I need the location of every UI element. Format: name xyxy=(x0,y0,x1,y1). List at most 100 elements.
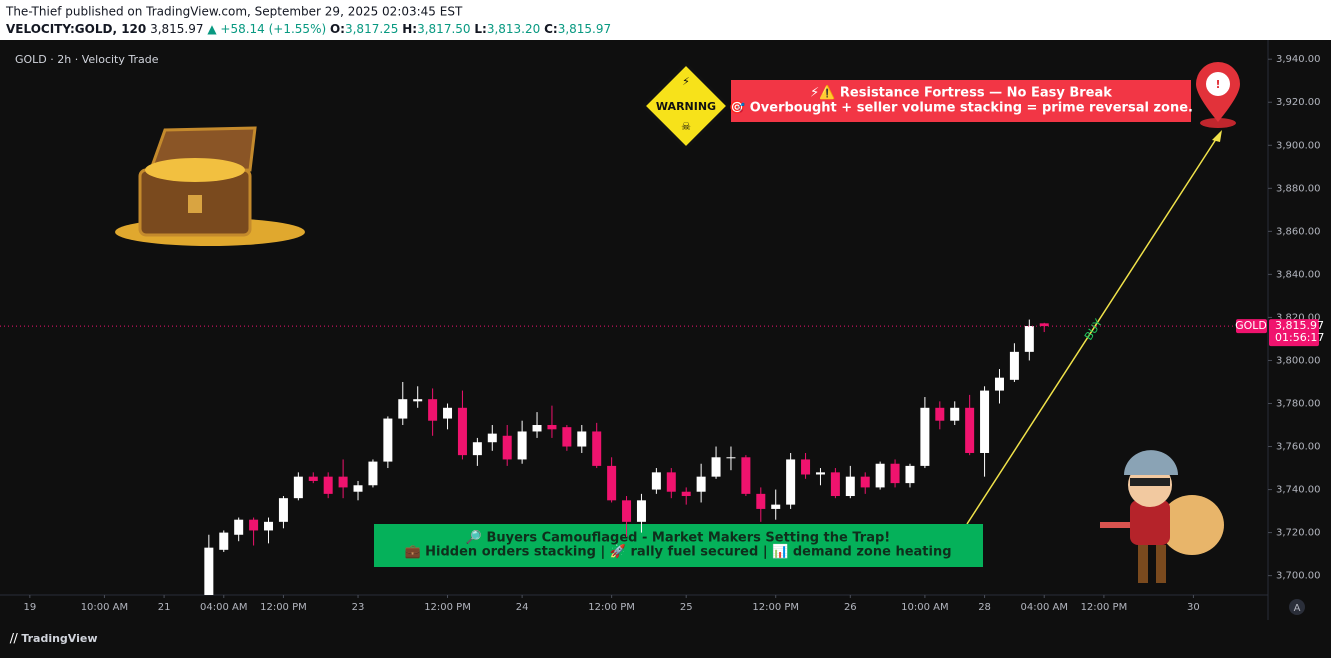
candle-body xyxy=(950,407,960,421)
candle-body xyxy=(547,425,557,430)
svg-text:⚡: ⚡ xyxy=(682,75,690,88)
candle-body xyxy=(443,407,453,419)
candle-body xyxy=(890,463,900,484)
candle-body xyxy=(920,407,930,466)
h-label: H: xyxy=(402,22,417,36)
symbol: VELOCITY:GOLD, 120 xyxy=(6,22,146,36)
l: 3,813.20 xyxy=(487,22,540,36)
x-tick-label: 12:00 PM xyxy=(424,602,471,613)
y-tick-label: 3,920.00 xyxy=(1276,97,1321,108)
buy-arrow xyxy=(966,132,1221,525)
x-tick-label: 12:00 PM xyxy=(260,602,307,613)
candle-body xyxy=(308,476,318,481)
candle-body xyxy=(622,500,632,522)
target-pin: ! xyxy=(1196,62,1240,128)
candle-body xyxy=(532,425,542,432)
candle-body xyxy=(965,407,975,453)
candle-body xyxy=(517,431,527,460)
y-tick-label: 3,860.00 xyxy=(1276,226,1321,237)
x-tick-label: 10:00 AM xyxy=(901,602,948,613)
publisher: The-Thief published on TradingView.com, … xyxy=(5,5,463,19)
candle-body xyxy=(398,399,408,419)
candle-body xyxy=(383,418,393,462)
chart-title: GOLD · 2h · Velocity Trade xyxy=(15,53,159,66)
candle-body xyxy=(636,500,646,522)
arrow-head xyxy=(1212,130,1222,142)
resistance-text: 🎯 Overbought + seller volume stacking = … xyxy=(729,100,1193,116)
last: 3,815.97 xyxy=(150,22,203,36)
svg-text:!: ! xyxy=(1215,78,1220,91)
symbol-tag-bg xyxy=(1236,319,1267,334)
y-tick-label: 3,880.00 xyxy=(1276,183,1321,194)
x-tick-label: 04:00 AM xyxy=(200,602,247,613)
candle-body xyxy=(651,472,661,490)
y-tick-label: 3,700.00 xyxy=(1276,571,1321,582)
change: ▲ +58.14 (+1.55%) xyxy=(207,22,326,36)
candle-body xyxy=(577,431,587,447)
x-tick-label: 28 xyxy=(978,602,991,613)
candle-body xyxy=(264,521,274,531)
candle-body xyxy=(249,519,259,531)
auto-scale-label[interactable]: A xyxy=(1294,603,1301,614)
c-label: C: xyxy=(544,22,558,36)
candle-body xyxy=(875,463,885,488)
treasure-illustration xyxy=(115,126,305,246)
last-price-label: 3,815.97 xyxy=(1275,319,1324,332)
c: 3,815.97 xyxy=(558,22,611,36)
thief-illustration xyxy=(1100,450,1224,583)
candle-body xyxy=(368,461,378,486)
y-tick-label: 3,940.00 xyxy=(1276,54,1321,65)
x-tick-label: 26 xyxy=(844,602,857,613)
h: 3,817.50 xyxy=(417,22,470,36)
candle-body xyxy=(353,485,363,492)
candle-body xyxy=(756,493,766,509)
buyers-title: 🔎 Buyers Camouflaged - Market Makers Set… xyxy=(466,529,890,546)
candle-body xyxy=(696,476,706,492)
candle-body xyxy=(338,476,348,488)
resistance-box xyxy=(731,80,1191,122)
candle-body xyxy=(204,547,214,595)
candle-body xyxy=(801,459,811,475)
candle-body xyxy=(741,457,751,494)
candle-body xyxy=(592,431,602,466)
candle-body xyxy=(607,465,617,501)
candle-body xyxy=(681,491,691,497)
x-tick-label: 30 xyxy=(1187,602,1200,613)
candle-body xyxy=(994,377,1004,391)
candle-body xyxy=(562,427,572,447)
x-tick-label: 04:00 AM xyxy=(1021,602,1068,613)
candle-body xyxy=(1009,351,1019,380)
buyers-text: 💼 Hidden orders stacking | 🚀 rally fuel … xyxy=(404,544,951,560)
x-tick-label: 24 xyxy=(516,602,529,613)
o: 3,817.25 xyxy=(345,22,398,36)
symbol-line: VELOCITY:GOLD, 120 3,815.97 ▲ +58.14 (+1… xyxy=(6,22,611,36)
candle-body xyxy=(502,435,512,460)
candle-body xyxy=(935,407,945,421)
svg-text:☠: ☠ xyxy=(681,120,691,133)
candle-body xyxy=(830,472,840,497)
resistance-title: ⚡⚠️ Resistance Fortress — No Easy Break xyxy=(810,85,1112,101)
candle-body xyxy=(293,476,303,499)
y-tick-label: 3,760.00 xyxy=(1276,442,1321,453)
last-price-bg xyxy=(1269,319,1319,347)
candle-body xyxy=(1039,323,1049,327)
candle-body xyxy=(815,472,825,475)
y-tick-label: 3,840.00 xyxy=(1276,269,1321,280)
candle-body xyxy=(219,532,229,550)
x-tick-label: 23 xyxy=(352,602,365,613)
candle-body xyxy=(472,442,482,456)
candle-body xyxy=(487,433,497,443)
brand-text: TradingView xyxy=(21,632,97,645)
y-tick-label: 3,720.00 xyxy=(1276,528,1321,539)
candle-body xyxy=(278,498,288,522)
symbol-tag: GOLD xyxy=(1235,319,1267,332)
candle-body xyxy=(786,459,796,505)
x-tick-label: 10:00 AM xyxy=(81,602,128,613)
y-tick-label: 3,820.00 xyxy=(1276,312,1321,323)
o-label: O: xyxy=(330,22,345,36)
buy-label: BUY xyxy=(1082,317,1105,343)
warning-sign: WARNING ⚡ ☠ xyxy=(641,61,731,151)
brand: ⧸⧸ TradingView xyxy=(9,632,98,645)
auto-scale-button[interactable] xyxy=(1289,599,1305,615)
